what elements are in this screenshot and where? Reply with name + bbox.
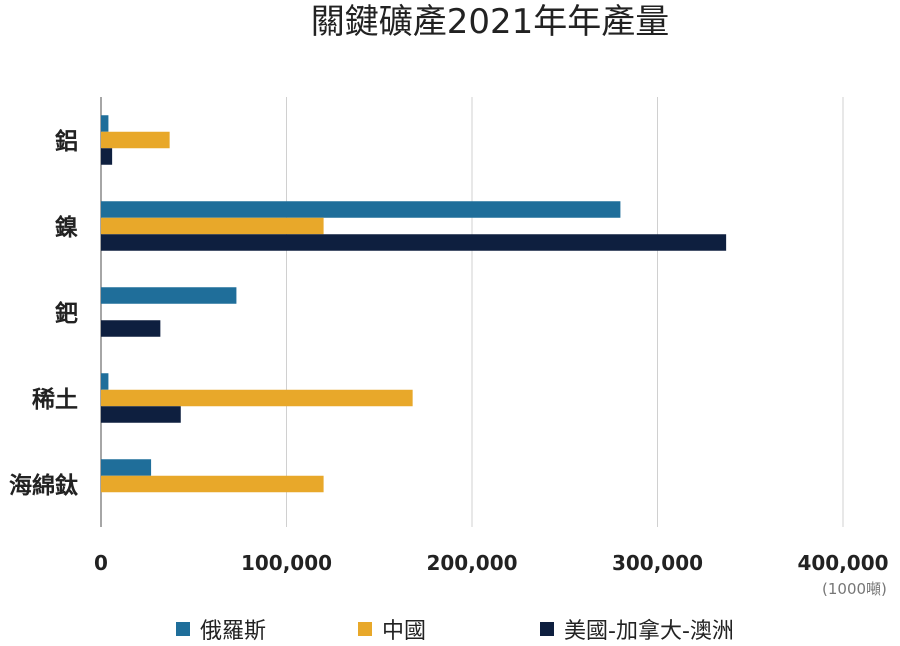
- bar: [101, 475, 324, 493]
- x-tick-label: 100,000: [241, 551, 332, 575]
- bar: [101, 287, 237, 304]
- legend-label-china: 中國: [382, 619, 427, 644]
- legend-label-us-canada-australia: 美國-加拿大-澳洲: [564, 619, 734, 644]
- bar: [101, 320, 161, 337]
- bar: [101, 234, 727, 251]
- legend-item-china: 中國: [358, 613, 426, 645]
- bar: [101, 406, 181, 423]
- bar: [101, 217, 324, 235]
- bar: [101, 201, 621, 218]
- legend-swatch-russia: [176, 622, 190, 636]
- bar: [101, 131, 170, 149]
- legend-swatch-china: [358, 622, 372, 636]
- category-label: 鈀: [55, 300, 78, 327]
- bar: [101, 115, 109, 132]
- x-tick-label: 0: [94, 551, 108, 575]
- legend-swatch-us-canada-australia: [540, 622, 554, 636]
- category-label: 海綿鈦: [9, 472, 78, 499]
- x-tick-label: 200,000: [426, 551, 517, 575]
- bar: [101, 459, 152, 476]
- legend-item-us-canada-australia: 美國-加拿大-澳洲: [540, 613, 734, 645]
- bar: [101, 148, 113, 165]
- category-label: 鋁: [55, 128, 78, 155]
- category-label: 稀土: [32, 386, 78, 413]
- legend-item-russia: 俄羅斯: [176, 613, 266, 645]
- bar: [101, 373, 109, 390]
- legend-label-russia: 俄羅斯: [200, 619, 267, 644]
- x-tick-label: 300,000: [612, 551, 703, 575]
- x-tick-label: 400,000: [797, 551, 888, 575]
- category-label: 鎳: [55, 214, 78, 241]
- chart-title: 關鍵礦產2021年年產量: [310, 2, 670, 42]
- unit-label: (1000噸): [822, 580, 887, 598]
- bar: [101, 389, 413, 407]
